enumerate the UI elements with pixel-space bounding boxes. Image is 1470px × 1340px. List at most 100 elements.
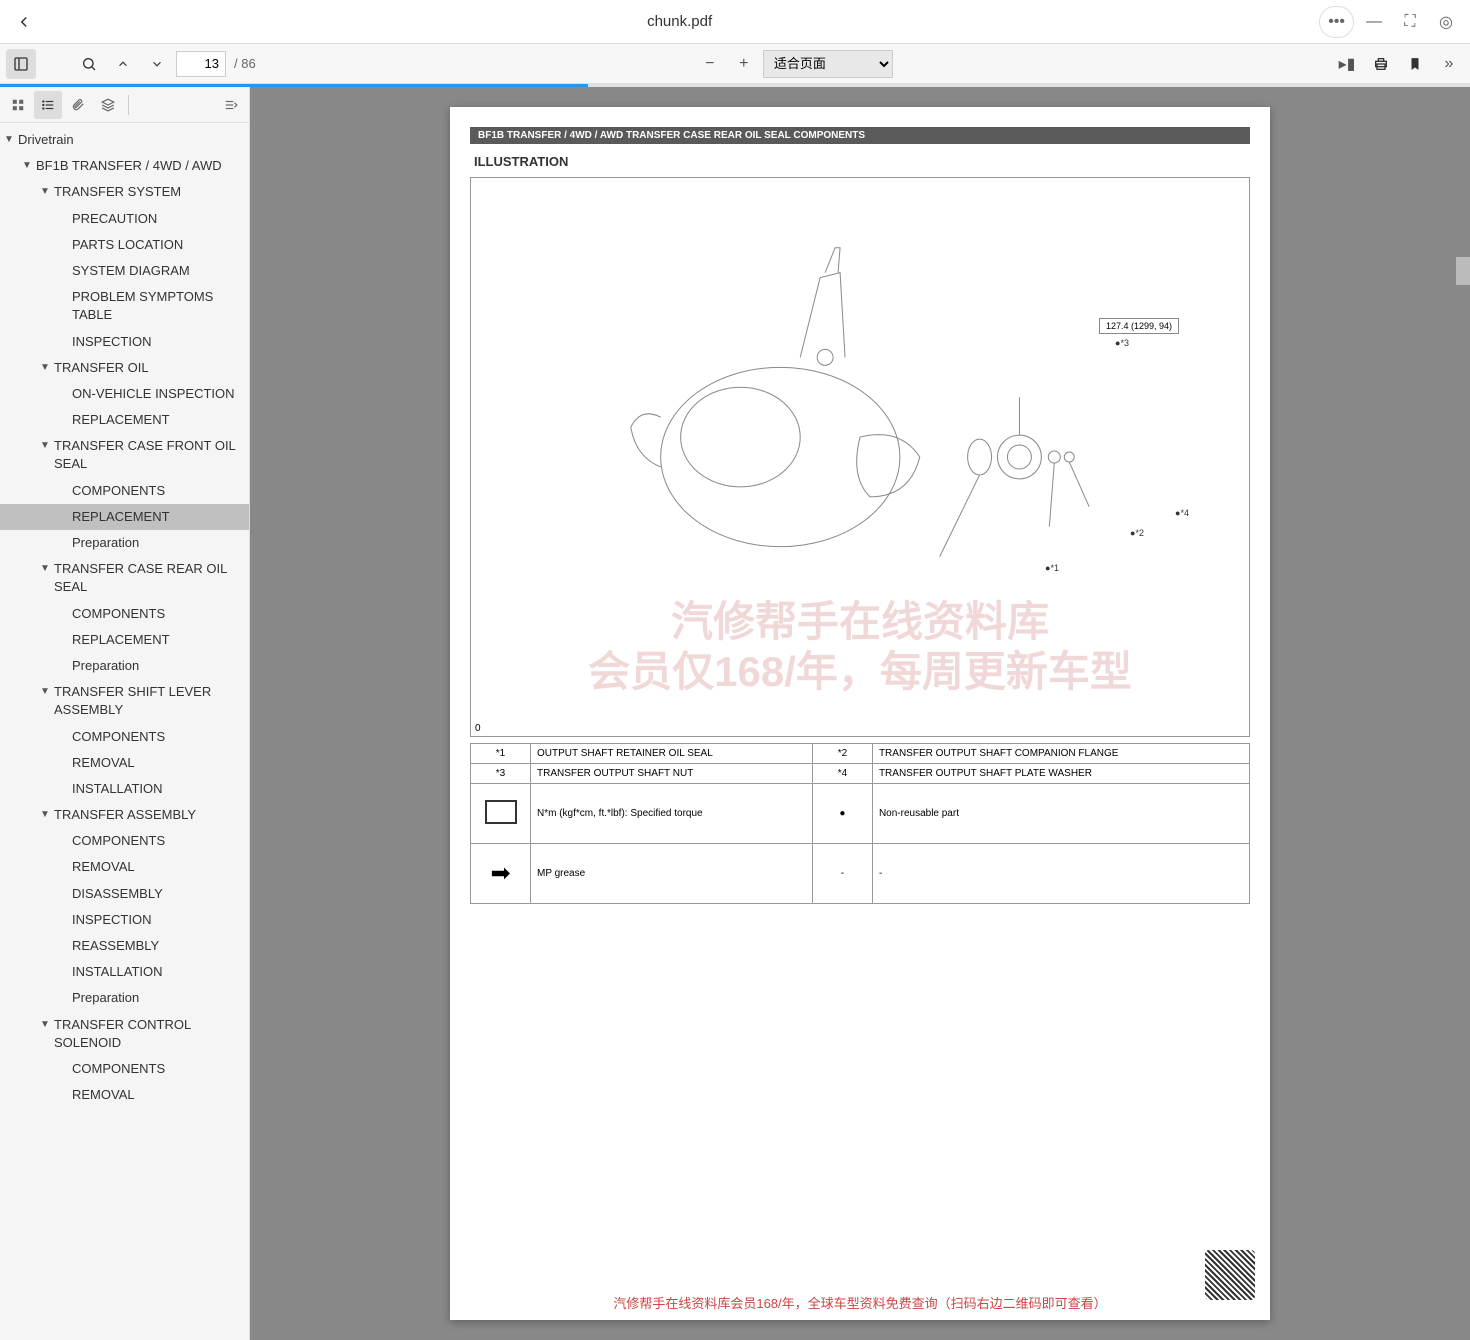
outline-item[interactable]: INSTALLATION bbox=[0, 959, 249, 985]
outline-label: REPLACEMENT bbox=[72, 508, 245, 526]
scrollbar-thumb[interactable] bbox=[1456, 257, 1470, 285]
search-button[interactable] bbox=[74, 49, 104, 79]
tree-toggle-icon[interactable]: ▼ bbox=[40, 560, 54, 576]
outline-item[interactable]: REMOVAL bbox=[0, 750, 249, 776]
outline-item[interactable]: ON-VEHICLE INSPECTION bbox=[0, 381, 249, 407]
tree-toggle-icon[interactable] bbox=[58, 411, 72, 413]
tree-toggle-icon[interactable] bbox=[58, 963, 72, 965]
attachments-tab[interactable] bbox=[64, 91, 92, 119]
outline-item[interactable]: INSTALLATION bbox=[0, 776, 249, 802]
outline-item[interactable]: ▼TRANSFER SHIFT LEVER ASSEMBLY bbox=[0, 679, 249, 723]
outline-label: ON-VEHICLE INSPECTION bbox=[72, 385, 245, 403]
outline-options[interactable] bbox=[217, 91, 245, 119]
callout-3: ●*3 bbox=[1115, 338, 1129, 348]
back-button[interactable] bbox=[8, 6, 40, 38]
tree-toggle-icon[interactable] bbox=[58, 262, 72, 264]
illustration-box: 127.4 (1299, 94) ●*3 ●*4 ●*2 ●*1 汽修帮手在线资… bbox=[470, 177, 1250, 737]
sidebar-toggle-button[interactable] bbox=[6, 49, 36, 79]
tree-toggle-icon[interactable] bbox=[58, 832, 72, 834]
outline-item[interactable]: ▼TRANSFER CONTROL SOLENOID bbox=[0, 1012, 249, 1056]
outline-item[interactable]: COMPONENTS bbox=[0, 478, 249, 504]
zoom-select[interactable]: 适合页面 bbox=[763, 50, 893, 78]
outline-item[interactable]: ▼TRANSFER CASE REAR OIL SEAL bbox=[0, 556, 249, 600]
outline-item[interactable]: ▼TRANSFER ASSEMBLY bbox=[0, 802, 249, 828]
content-area[interactable]: BF1B TRANSFER / 4WD / AWD TRANSFER CASE … bbox=[250, 87, 1470, 1340]
fullscreen-icon[interactable]: ⛶ bbox=[1394, 6, 1426, 38]
outline-item[interactable]: Preparation bbox=[0, 530, 249, 556]
table-row: *3 TRANSFER OUTPUT SHAFT NUT *4 TRANSFER… bbox=[471, 764, 1250, 784]
outline-item[interactable]: ▼TRANSFER CASE FRONT OIL SEAL bbox=[0, 433, 249, 477]
outline-item[interactable]: PROBLEM SYMPTOMS TABLE bbox=[0, 284, 249, 328]
outline-tree: ▼Drivetrain▼BF1B TRANSFER / 4WD / AWD▼TR… bbox=[0, 123, 249, 1340]
tree-toggle-icon[interactable] bbox=[58, 385, 72, 387]
outline-item[interactable]: REPLACEMENT bbox=[0, 627, 249, 653]
tree-toggle-icon[interactable] bbox=[58, 858, 72, 860]
outline-item[interactable]: INSPECTION bbox=[0, 329, 249, 355]
tree-toggle-icon[interactable] bbox=[58, 236, 72, 238]
next-page-button[interactable] bbox=[142, 49, 172, 79]
outline-item[interactable]: REASSEMBLY bbox=[0, 933, 249, 959]
present-button[interactable]: ▸▮ bbox=[1332, 49, 1362, 79]
tree-toggle-icon[interactable] bbox=[58, 631, 72, 633]
more-tools-button[interactable]: » bbox=[1434, 49, 1464, 79]
outline-item[interactable]: COMPONENTS bbox=[0, 601, 249, 627]
tree-toggle-icon[interactable] bbox=[58, 754, 72, 756]
prev-page-button[interactable] bbox=[108, 49, 138, 79]
outline-item[interactable]: COMPONENTS bbox=[0, 1056, 249, 1082]
thumbnails-tab[interactable] bbox=[4, 91, 32, 119]
tree-toggle-icon[interactable] bbox=[58, 657, 72, 659]
outline-item[interactable]: REMOVAL bbox=[0, 854, 249, 880]
outline-item[interactable]: SYSTEM DIAGRAM bbox=[0, 258, 249, 284]
tree-toggle-icon[interactable]: ▼ bbox=[4, 131, 18, 147]
tree-toggle-icon[interactable] bbox=[58, 605, 72, 607]
outline-item[interactable]: ▼TRANSFER OIL bbox=[0, 355, 249, 381]
outline-item[interactable]: COMPONENTS bbox=[0, 828, 249, 854]
zoom-in-button[interactable]: + bbox=[729, 49, 759, 79]
tree-toggle-icon[interactable]: ▼ bbox=[40, 183, 54, 199]
outline-item[interactable]: REPLACEMENT bbox=[0, 504, 249, 530]
minimize-icon[interactable]: — bbox=[1358, 6, 1390, 38]
tree-toggle-icon[interactable] bbox=[58, 885, 72, 887]
bookmark-button[interactable] bbox=[1400, 49, 1430, 79]
outline-item[interactable]: INSPECTION bbox=[0, 907, 249, 933]
tree-toggle-icon[interactable]: ▼ bbox=[40, 806, 54, 822]
callout-2: ●*2 bbox=[1130, 528, 1144, 538]
tree-toggle-icon[interactable]: ▼ bbox=[22, 157, 36, 173]
tree-toggle-icon[interactable] bbox=[58, 989, 72, 991]
tree-toggle-icon[interactable] bbox=[58, 1086, 72, 1088]
outline-label: TRANSFER CASE REAR OIL SEAL bbox=[54, 560, 245, 596]
tree-toggle-icon[interactable]: ▼ bbox=[40, 1016, 54, 1032]
tree-toggle-icon[interactable] bbox=[58, 911, 72, 913]
tree-toggle-icon[interactable] bbox=[58, 534, 72, 536]
page-input[interactable] bbox=[176, 51, 226, 77]
outline-item[interactable]: DISASSEMBLY bbox=[0, 881, 249, 907]
target-icon[interactable]: ◎ bbox=[1430, 6, 1462, 38]
tree-toggle-icon[interactable] bbox=[58, 333, 72, 335]
zoom-out-button[interactable]: − bbox=[695, 49, 725, 79]
tree-toggle-icon[interactable] bbox=[58, 482, 72, 484]
tree-toggle-icon[interactable] bbox=[58, 210, 72, 212]
tree-toggle-icon[interactable] bbox=[58, 937, 72, 939]
outline-tab[interactable] bbox=[34, 91, 62, 119]
tree-toggle-icon[interactable] bbox=[58, 728, 72, 730]
outline-item[interactable]: PRECAUTION bbox=[0, 206, 249, 232]
outline-item[interactable]: ▼Drivetrain bbox=[0, 127, 249, 153]
tree-toggle-icon[interactable] bbox=[58, 1060, 72, 1062]
tree-toggle-icon[interactable] bbox=[58, 780, 72, 782]
outline-item[interactable]: Preparation bbox=[0, 985, 249, 1011]
tree-toggle-icon[interactable]: ▼ bbox=[40, 683, 54, 699]
layers-tab[interactable] bbox=[94, 91, 122, 119]
tree-toggle-icon[interactable] bbox=[58, 288, 72, 290]
outline-item[interactable]: REMOVAL bbox=[0, 1082, 249, 1108]
outline-item[interactable]: ▼TRANSFER SYSTEM bbox=[0, 179, 249, 205]
outline-item[interactable]: Preparation bbox=[0, 653, 249, 679]
tree-toggle-icon[interactable] bbox=[58, 508, 72, 510]
outline-item[interactable]: ▼BF1B TRANSFER / 4WD / AWD bbox=[0, 153, 249, 179]
outline-item[interactable]: REPLACEMENT bbox=[0, 407, 249, 433]
outline-item[interactable]: COMPONENTS bbox=[0, 724, 249, 750]
tree-toggle-icon[interactable]: ▼ bbox=[40, 437, 54, 453]
tree-toggle-icon[interactable]: ▼ bbox=[40, 359, 54, 375]
outline-item[interactable]: PARTS LOCATION bbox=[0, 232, 249, 258]
print-button[interactable] bbox=[1366, 49, 1396, 79]
more-icon[interactable]: ••• bbox=[1319, 6, 1354, 38]
